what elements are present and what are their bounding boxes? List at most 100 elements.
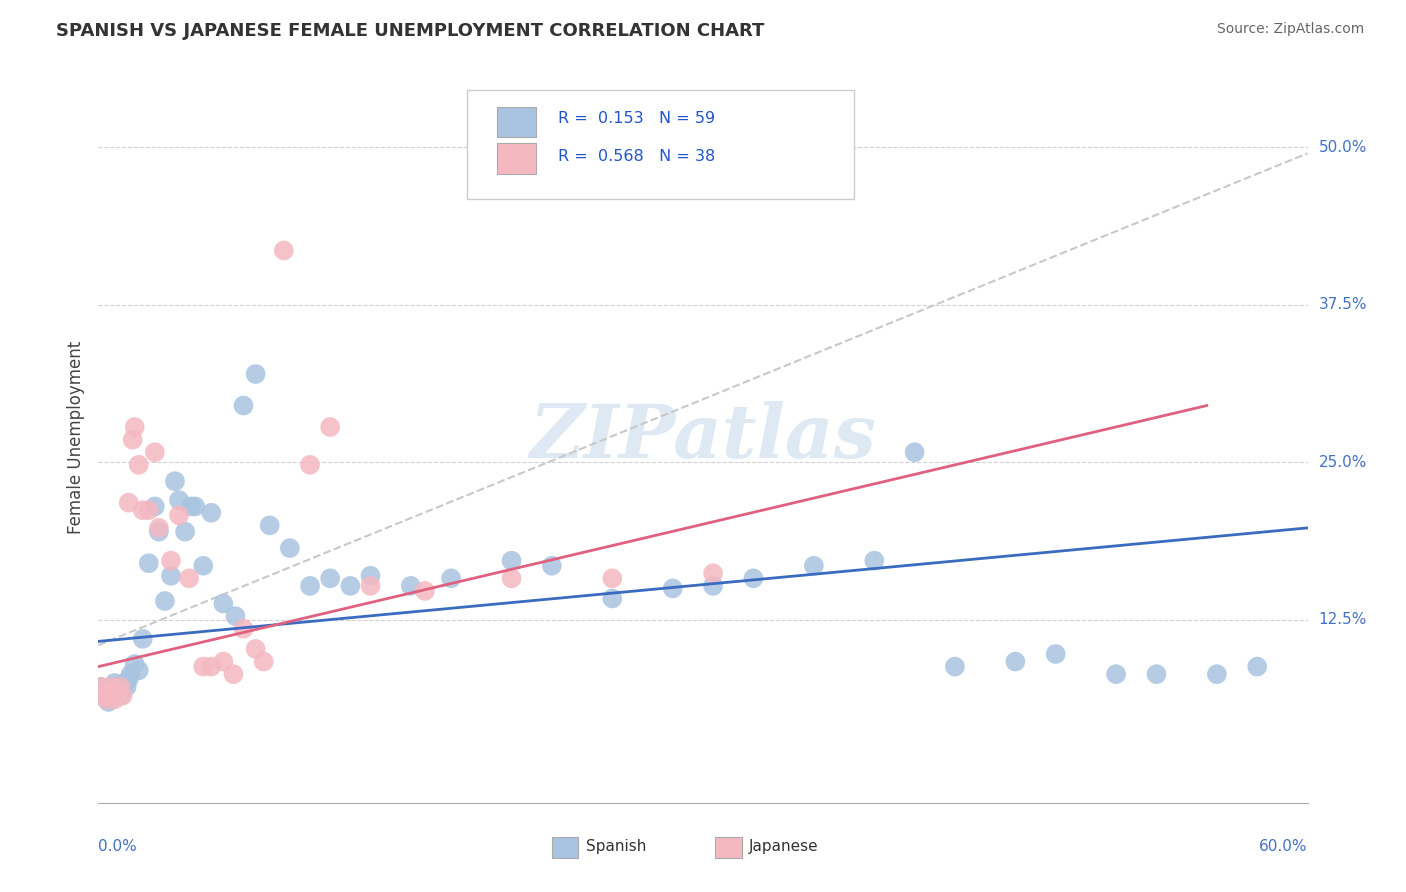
Point xyxy=(259,518,281,533)
Point xyxy=(132,632,155,646)
Point xyxy=(124,420,146,434)
Point xyxy=(222,667,245,681)
Bar xyxy=(716,838,742,858)
Point xyxy=(110,689,132,703)
Text: Source: ZipAtlas.com: Source: ZipAtlas.com xyxy=(1216,22,1364,37)
Point xyxy=(193,558,215,573)
Point xyxy=(138,556,160,570)
Point xyxy=(89,680,111,694)
Point xyxy=(143,500,166,514)
Point xyxy=(501,571,523,585)
Point xyxy=(1105,667,1128,681)
Point xyxy=(319,420,342,434)
Point xyxy=(212,597,235,611)
Point xyxy=(212,655,235,669)
Point xyxy=(148,524,170,539)
Point xyxy=(105,689,128,703)
Point xyxy=(89,680,111,694)
Point xyxy=(224,609,246,624)
Point xyxy=(180,500,202,514)
Point xyxy=(399,579,422,593)
Point xyxy=(253,655,276,669)
Point xyxy=(602,591,624,606)
Bar xyxy=(551,838,578,858)
Text: 50.0%: 50.0% xyxy=(1319,139,1367,154)
Point xyxy=(299,579,322,593)
Point xyxy=(1206,667,1229,681)
Point xyxy=(278,541,301,555)
Bar xyxy=(498,107,536,137)
Point xyxy=(107,685,129,699)
Point xyxy=(193,659,215,673)
Text: R =  0.153   N = 59: R = 0.153 N = 59 xyxy=(558,112,716,127)
Point xyxy=(440,571,463,585)
Point xyxy=(114,676,136,690)
Point xyxy=(138,503,160,517)
Point xyxy=(1045,647,1067,661)
Point xyxy=(160,554,183,568)
Point xyxy=(1246,659,1268,673)
Point xyxy=(153,594,176,608)
Point xyxy=(1004,655,1026,669)
Text: Spanish: Spanish xyxy=(586,839,647,855)
Point xyxy=(110,680,132,694)
Point xyxy=(115,680,138,694)
Point xyxy=(97,685,120,699)
Point xyxy=(232,622,254,636)
Point xyxy=(863,554,886,568)
Point xyxy=(91,689,114,703)
Point xyxy=(118,496,141,510)
Point xyxy=(93,685,115,699)
Point xyxy=(273,244,295,258)
Point xyxy=(602,571,624,585)
Point xyxy=(943,659,966,673)
FancyBboxPatch shape xyxy=(467,90,855,200)
Point xyxy=(143,445,166,459)
Text: ZIPatlas: ZIPatlas xyxy=(530,401,876,474)
Point xyxy=(167,508,190,523)
Point xyxy=(742,571,765,585)
Point xyxy=(360,579,382,593)
Text: Japanese: Japanese xyxy=(749,839,818,855)
Y-axis label: Female Unemployment: Female Unemployment xyxy=(66,341,84,533)
Point xyxy=(101,685,124,699)
Point xyxy=(111,682,134,697)
Point xyxy=(184,500,207,514)
Point xyxy=(163,474,186,488)
Text: 0.0%: 0.0% xyxy=(98,839,138,855)
Point xyxy=(360,569,382,583)
Point xyxy=(200,506,222,520)
Point xyxy=(96,692,118,706)
Point xyxy=(93,685,115,699)
Point xyxy=(179,571,201,585)
Point xyxy=(661,582,683,596)
Point xyxy=(120,667,142,681)
Text: 60.0%: 60.0% xyxy=(1260,839,1308,855)
Point xyxy=(97,695,120,709)
Point xyxy=(103,676,125,690)
Point xyxy=(118,672,141,686)
Text: SPANISH VS JAPANESE FEMALE UNEMPLOYMENT CORRELATION CHART: SPANISH VS JAPANESE FEMALE UNEMPLOYMENT … xyxy=(56,22,765,40)
Point xyxy=(101,682,124,697)
Point xyxy=(124,657,146,671)
Text: 25.0%: 25.0% xyxy=(1319,455,1367,470)
Point xyxy=(100,680,122,694)
Point xyxy=(904,445,927,459)
Text: 12.5%: 12.5% xyxy=(1319,613,1367,627)
Point xyxy=(540,558,562,573)
Point xyxy=(200,659,222,673)
Point xyxy=(319,571,342,585)
Point xyxy=(96,692,118,706)
Point xyxy=(702,579,724,593)
Point xyxy=(111,689,134,703)
Point xyxy=(132,503,155,517)
Point xyxy=(91,689,114,703)
Point xyxy=(105,680,128,694)
Point xyxy=(148,521,170,535)
Point xyxy=(299,458,322,472)
Point xyxy=(100,685,122,699)
Point xyxy=(803,558,825,573)
Text: 37.5%: 37.5% xyxy=(1319,297,1367,312)
Point xyxy=(160,569,183,583)
Point xyxy=(245,642,267,657)
